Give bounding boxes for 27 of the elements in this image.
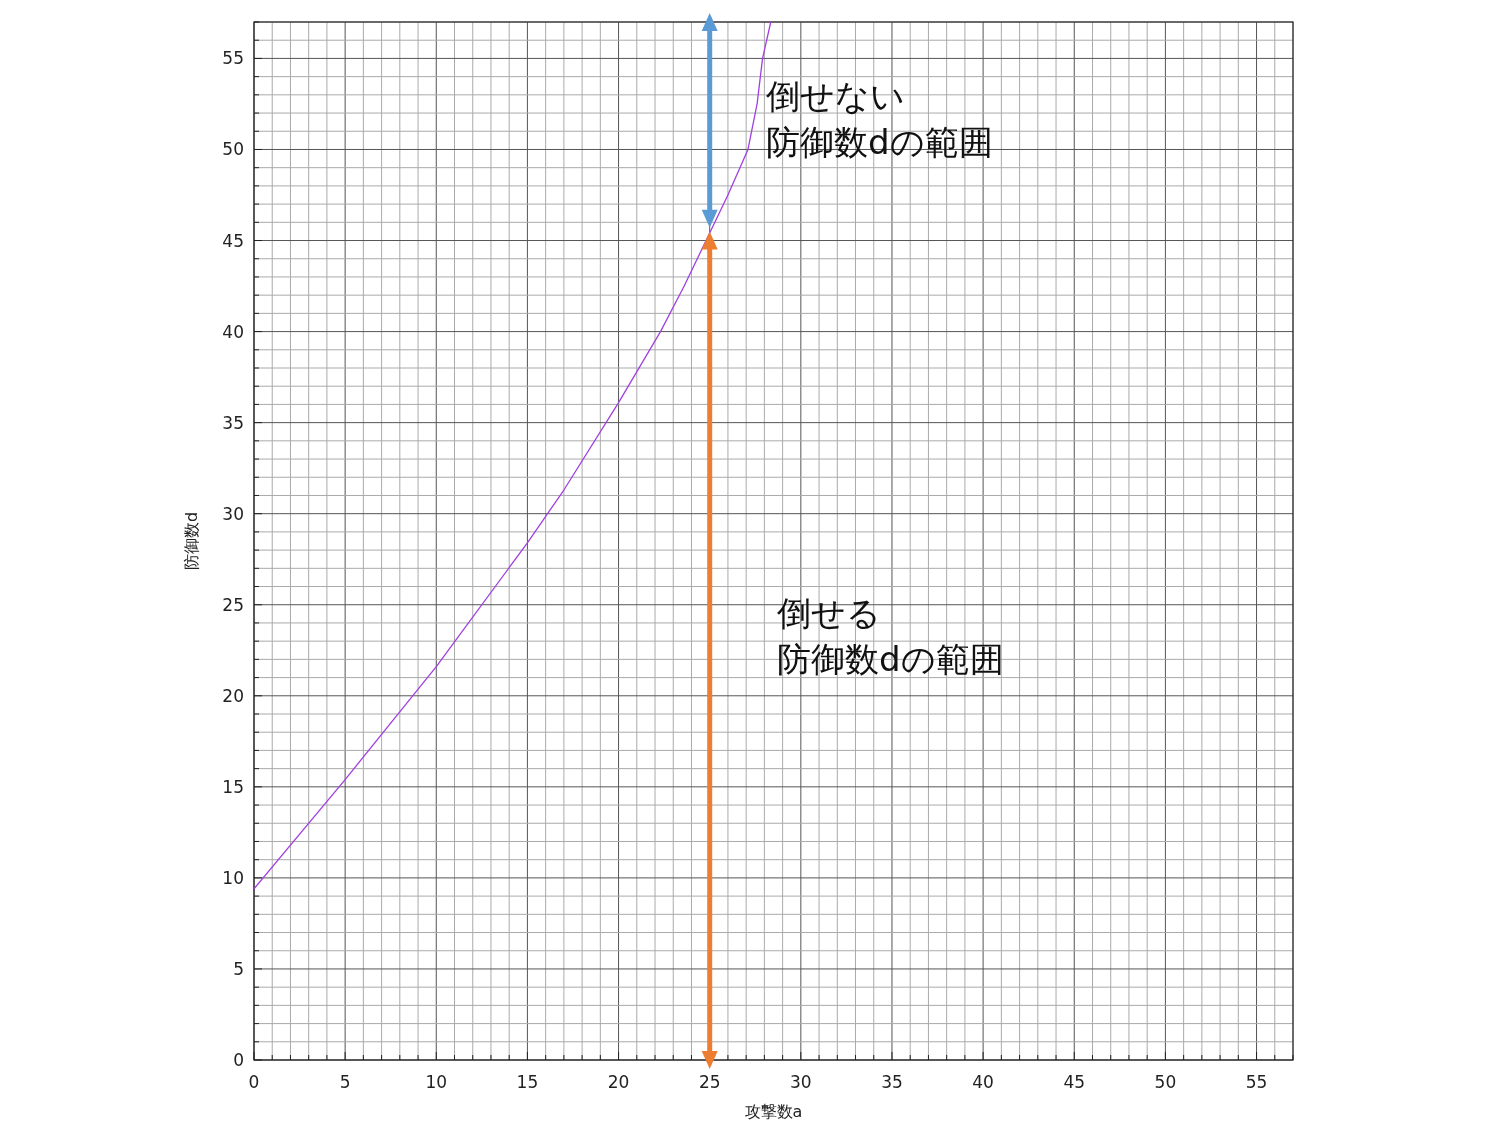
x-tick-label: 40 (972, 1072, 994, 1092)
annotation: 倒せる防御数dの範囲 (777, 593, 1004, 679)
x-tick-label: 10 (425, 1072, 448, 1092)
y-tick-label: 20 (222, 685, 244, 706)
y-tick-label: 55 (222, 48, 244, 69)
x-tick-label: 5 (339, 1072, 351, 1092)
y-tick-label: 45 (222, 230, 244, 251)
x-tick-label: 50 (1154, 1072, 1177, 1092)
y-tick-label: 30 (222, 503, 244, 524)
y-tick-label: 15 (222, 776, 244, 797)
y-tick-label: 35 (222, 412, 244, 433)
x-tick-label: 15 (516, 1072, 539, 1092)
y-axis-title: 防御数d (182, 511, 201, 571)
x-tick-label: 30 (790, 1072, 812, 1092)
y-tick-label: 5 (233, 958, 244, 979)
x-tick-label: 25 (698, 1072, 721, 1092)
y-tick-label: 50 (222, 139, 244, 160)
x-tick-label: 55 (1245, 1072, 1268, 1092)
y-tick-label: 40 (222, 321, 244, 342)
x-tick-label: 35 (881, 1072, 903, 1092)
x-tick-label: 0 (248, 1072, 260, 1092)
x-tick-label: 45 (1063, 1072, 1086, 1092)
y-tick-label: 0 (233, 1050, 244, 1070)
x-tick-label: 20 (607, 1072, 630, 1092)
y-tick-label: 10 (222, 867, 244, 888)
y-tick-label: 25 (222, 594, 244, 615)
x-axis-title: 攻撃数a (744, 1102, 803, 1121)
